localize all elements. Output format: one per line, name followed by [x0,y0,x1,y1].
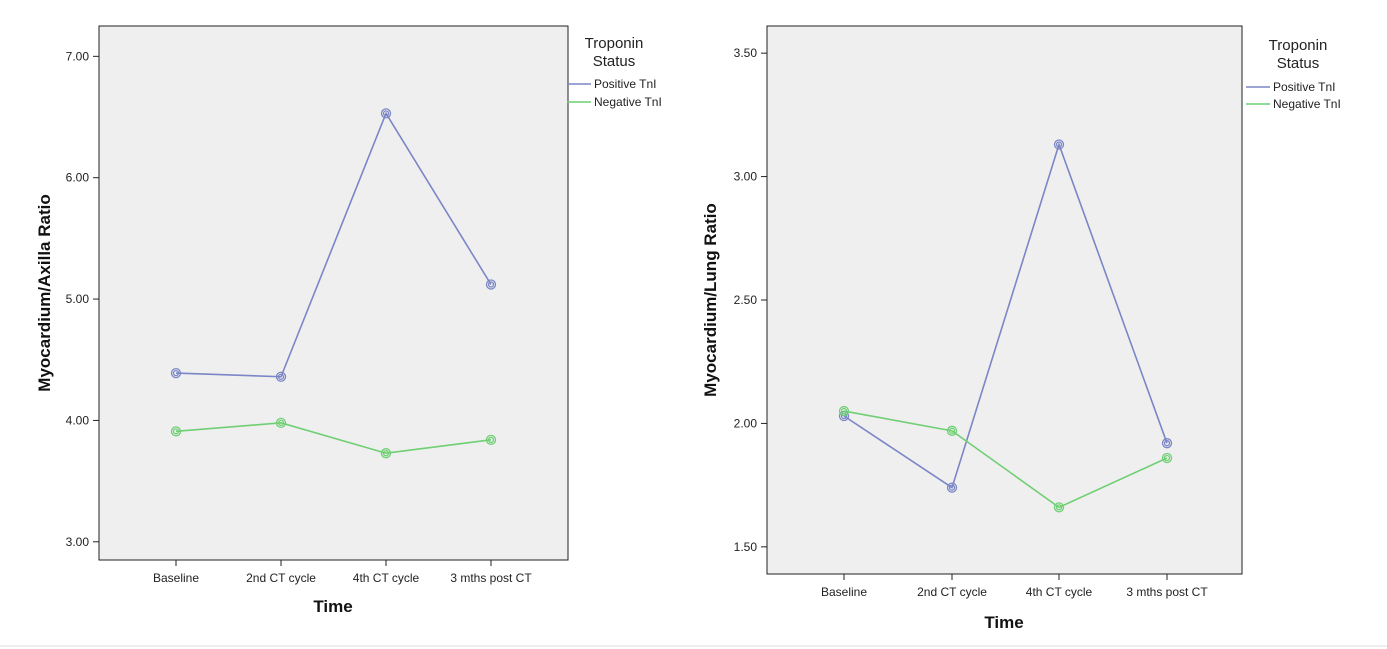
series-line-positive-tni [175,111,492,378]
x-axis: Baseline 2nd CT cycle 4th CT cycle 3 mth… [153,560,532,585]
axilla-ratio-chart: 3.00 4.00 5.00 6.00 7.00 Baseline 2nd CT… [35,25,662,616]
data-point [1161,438,1173,449]
series-lines [170,108,497,459]
series-lines [838,139,1173,513]
data-point-inner [382,450,390,457]
data-point-inner [1163,454,1171,462]
x-category-label: 2nd CT cycle [246,571,316,585]
x-axis: Baseline 2nd CT cycle 4th CT cycle 3 mth… [821,574,1208,599]
x-category-label: 2nd CT cycle [917,585,987,599]
legend-label-negative: Negative TnI [594,95,662,109]
y-tick-label: 4.00 [66,413,90,427]
data-point [170,367,182,379]
data-point-inner [172,369,180,377]
y-tick-label: 3.50 [734,46,758,60]
data-point [838,405,850,417]
x-category-label: 3 mths post CT [1126,585,1208,599]
legend: Troponin Status Positive TnI Negative Tn… [1246,37,1341,111]
data-point [275,371,287,382]
legend-label-positive: Positive TnI [1273,80,1335,94]
x-category-label: 4th CT cycle [353,571,420,585]
data-point-inner [1055,141,1063,148]
y-axis: 1.50 2.00 2.50 3.00 3.50 [734,46,767,554]
y-tick-label: 5.00 [66,292,90,306]
y-tick-label: 6.00 [66,171,90,185]
series-line-negative-tni [843,410,1168,509]
y-tick-label: 3.00 [66,535,90,549]
legend-title: Status [593,53,636,70]
legend-title: Status [1277,55,1320,72]
y-tick-label: 7.00 [66,49,90,63]
data-point-inner [948,484,956,491]
y-tick-label: 2.50 [734,293,758,307]
data-point [485,279,497,290]
data-point-inner [1163,440,1171,447]
data-point [1053,502,1065,513]
data-point [946,425,958,436]
data-point [380,108,392,119]
x-category-label: 4th CT cycle [1026,585,1093,599]
data-point-inner [277,373,285,380]
x-axis-title: Time [984,613,1023,632]
data-point [380,448,392,459]
plot-area [98,25,569,561]
y-axis: 3.00 4.00 5.00 6.00 7.00 [66,49,99,549]
y-tick-label: 1.50 [734,540,758,554]
legend-title: Troponin [1269,37,1328,54]
series-line-negative-tni [175,422,492,455]
plot-area [766,25,1243,575]
x-category-label: Baseline [821,585,867,599]
data-point-inner [487,436,495,444]
data-point [1161,452,1173,464]
data-point-inner [948,427,956,434]
data-point [275,417,287,429]
y-tick-label: 2.00 [734,416,758,430]
data-point [170,426,182,437]
data-point [485,434,497,446]
legend: Troponin Status Positive TnI Negative Tn… [567,35,662,109]
y-tick-label: 3.00 [734,170,758,184]
legend-label-positive: Positive TnI [594,77,656,91]
data-point-inner [1055,504,1063,511]
data-point-inner [382,110,390,117]
legend-label-negative: Negative TnI [1273,97,1341,111]
data-point [1053,139,1065,150]
y-axis-title: Myocardium/Axilla Ratio [35,194,54,391]
x-category-label: 3 mths post CT [450,571,532,585]
data-point-inner [172,428,180,435]
lung-ratio-chart: 1.50 2.00 2.50 3.00 3.50 Baseline 2nd CT… [701,25,1341,632]
data-point-inner [487,281,495,288]
data-point-inner [840,407,848,415]
x-axis-title: Time [313,597,352,616]
y-axis-title: Myocardium/Lung Ratio [701,203,720,397]
data-point [946,482,958,493]
legend-title: Troponin [585,35,644,52]
data-point-inner [277,419,285,427]
x-category-label: Baseline [153,571,199,585]
series-line-positive-tni [843,141,1168,489]
